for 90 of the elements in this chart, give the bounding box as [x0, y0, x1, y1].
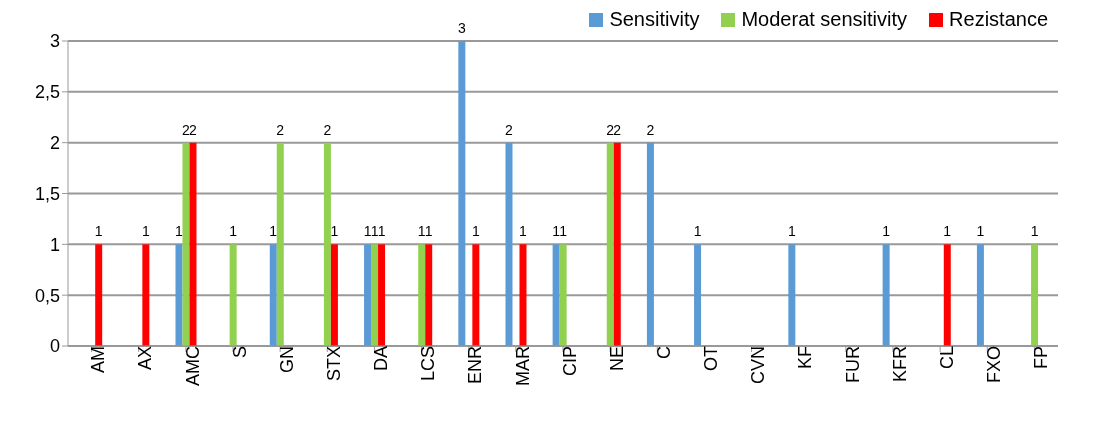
bar — [646, 142, 654, 346]
data-label: 1 — [882, 223, 891, 240]
bar — [95, 244, 103, 346]
x-tick-label: NE — [606, 346, 627, 372]
y-tick-label: 2,5 — [34, 82, 60, 103]
legend-label: Moderat sensitivity — [741, 8, 908, 31]
bar — [882, 244, 890, 346]
x-tick-label: ENR — [465, 346, 486, 385]
data-label: 2 — [189, 121, 198, 138]
data-label: 1 — [363, 223, 372, 240]
bar — [189, 142, 197, 346]
legend-label: Sensitivity — [609, 8, 700, 31]
bar — [330, 244, 338, 346]
bar — [519, 244, 527, 346]
x-tick-label: AMC — [182, 346, 203, 386]
data-label: 1 — [559, 223, 568, 240]
data-label: 1 — [976, 223, 985, 240]
x-tick-label: LCS — [418, 346, 439, 382]
data-label: 2 — [323, 121, 332, 138]
data-label: 1 — [330, 223, 339, 240]
y-tick-label: 1,5 — [34, 183, 60, 204]
x-tick-label: S — [229, 346, 250, 359]
data-label: 1 — [424, 223, 433, 240]
x-tick-label: CVN — [748, 346, 769, 385]
x-tick-label: GN — [276, 346, 297, 373]
x-tick-label: FUR — [842, 346, 863, 383]
legend-label: Rezistance — [949, 8, 1048, 31]
x-tick-label: STX — [324, 346, 345, 382]
bar — [606, 142, 614, 346]
data-label: 2 — [613, 121, 622, 138]
data-label: 1 — [141, 223, 150, 240]
bar — [694, 244, 702, 346]
y-tick-label: 2 — [49, 133, 60, 154]
data-label: 1 — [552, 223, 561, 240]
bar — [418, 244, 426, 346]
data-label: 1 — [1030, 223, 1039, 240]
bar — [269, 244, 277, 346]
x-tick-label: C — [654, 346, 675, 359]
data-label: 1 — [370, 223, 379, 240]
y-tick-label: 3 — [49, 31, 60, 52]
x-tick-label: FXO — [984, 346, 1005, 384]
x-tick-label: FP — [1031, 346, 1052, 370]
x-tick-label: AX — [135, 346, 156, 371]
bar — [276, 142, 284, 346]
data-label: 2 — [606, 121, 615, 138]
data-label: 1 — [471, 223, 480, 240]
bar — [1031, 244, 1039, 346]
data-label: 1 — [787, 223, 796, 240]
data-label: 1 — [377, 223, 386, 240]
x-tick-label: CIP — [559, 346, 580, 377]
y-tick-label: 1 — [49, 234, 60, 255]
data-label: 1 — [269, 223, 278, 240]
bar — [323, 142, 331, 346]
bar — [425, 244, 433, 346]
bar — [229, 244, 237, 346]
data-label: 3 — [457, 20, 466, 36]
bar — [559, 244, 567, 346]
bar — [472, 244, 480, 346]
data-label: 1 — [175, 223, 184, 240]
bar — [175, 244, 183, 346]
data-label: 1 — [693, 223, 702, 240]
y-tick-label: 0 — [49, 336, 60, 357]
bar — [613, 142, 621, 346]
bar — [505, 142, 513, 346]
bar — [364, 244, 372, 346]
bar — [788, 244, 796, 346]
bar — [458, 41, 466, 346]
x-tick-label: MAR — [512, 346, 533, 386]
x-tick-label: KFR — [889, 346, 910, 382]
data-label: 2 — [505, 121, 514, 138]
bar — [142, 244, 150, 346]
data-label: 2 — [646, 121, 655, 138]
bar — [182, 142, 190, 346]
bar — [552, 244, 560, 346]
bar — [371, 244, 379, 346]
x-tick-label: KF — [795, 346, 816, 370]
x-tick-label: AM — [88, 346, 109, 373]
x-tick-label: CL — [936, 346, 957, 370]
data-label: 1 — [943, 223, 952, 240]
data-label: 1 — [229, 223, 238, 240]
x-tick-label: DA — [371, 346, 392, 372]
data-label: 1 — [94, 223, 103, 240]
data-label: 1 — [417, 223, 426, 240]
bar — [943, 244, 951, 346]
x-tick-label: OT — [701, 346, 722, 371]
bar — [378, 244, 386, 346]
y-tick-label: 0,5 — [34, 285, 60, 306]
data-label: 2 — [276, 121, 285, 138]
data-label: 1 — [519, 223, 528, 240]
bar — [976, 244, 984, 346]
